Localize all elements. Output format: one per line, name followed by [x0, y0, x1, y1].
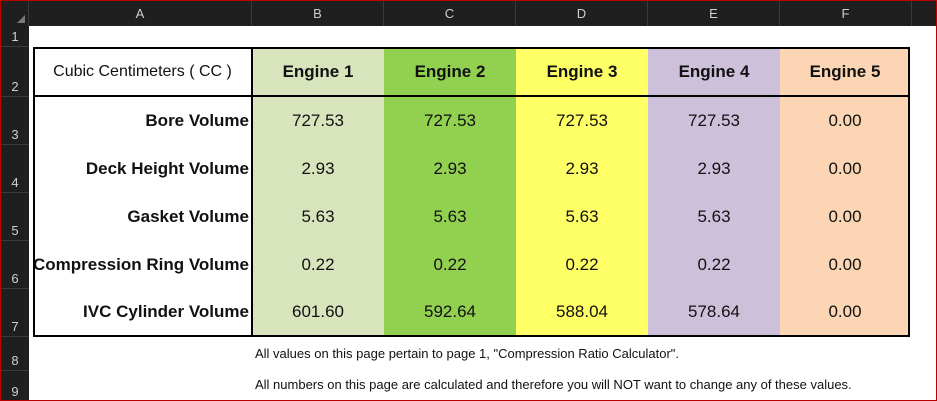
table-cell[interactable]: 727.53 — [424, 111, 476, 130]
table-cell[interactable]: 5.63 — [433, 207, 467, 226]
table-cell[interactable]: 588.04 — [556, 302, 608, 321]
table-cell[interactable]: 5.63 — [697, 207, 731, 226]
column-header-e[interactable]: E — [648, 1, 780, 26]
note-calculated-warning[interactable]: All numbers on this page are calculated … — [255, 377, 852, 392]
row-label-bore-volume[interactable]: Bore Volume — [145, 111, 249, 130]
row-label-gasket-volume[interactable]: Gasket Volume — [127, 207, 249, 226]
table-cell[interactable]: 2.93 — [301, 159, 335, 178]
row-label-ivc-cylinder-volume[interactable]: IVC Cylinder Volume — [83, 302, 249, 321]
column-header-d[interactable]: D — [516, 1, 648, 26]
row-header-3[interactable]: 3 — [1, 97, 29, 145]
column-header-c[interactable]: C — [384, 1, 516, 26]
row-header-7[interactable]: 7 — [1, 289, 29, 337]
note-page-reference[interactable]: All values on this page pertain to page … — [255, 346, 680, 361]
label-column-divider — [251, 47, 253, 337]
table-cell[interactable]: 727.53 — [292, 111, 344, 130]
row-header-1[interactable]: 1 — [1, 26, 29, 47]
row-header-8[interactable]: 8 — [1, 337, 29, 371]
table-cell[interactable]: 2.93 — [697, 159, 731, 178]
table-cell[interactable]: 0.00 — [828, 302, 862, 321]
table-cell[interactable]: 0.00 — [828, 111, 862, 130]
engine-1-header[interactable]: Engine 1 — [282, 62, 354, 81]
table-cell[interactable]: 5.63 — [565, 207, 599, 226]
row-header-6[interactable]: 6 — [1, 241, 29, 289]
row-header-2[interactable]: 2 — [1, 47, 29, 97]
table-cell[interactable]: 0.22 — [697, 255, 731, 274]
table-cell[interactable]: 601.60 — [292, 302, 344, 321]
engine-4-header[interactable]: Engine 4 — [678, 62, 750, 81]
row-label-deck-height-volume[interactable]: Deck Height Volume — [85, 159, 249, 178]
header-divider — [33, 95, 910, 97]
table-cell[interactable]: 0.00 — [828, 159, 862, 178]
table-cell[interactable]: 0.22 — [301, 255, 335, 274]
table-cell[interactable]: 5.63 — [301, 207, 335, 226]
table-cell[interactable]: 727.53 — [556, 111, 608, 130]
units-label[interactable]: Cubic Centimeters ( CC ) — [53, 63, 232, 80]
column-header-f[interactable]: F — [780, 1, 912, 26]
column-header-g[interactable] — [912, 1, 936, 26]
engine-2-header[interactable]: Engine 2 — [414, 62, 486, 81]
row-header-9[interactable]: 9 — [1, 371, 29, 400]
table-cell[interactable]: 578.64 — [688, 302, 740, 321]
row-label-compression-ring-volume[interactable]: Compression Ring Volume — [33, 255, 249, 274]
column-header-b[interactable]: B — [252, 1, 384, 26]
table-cell[interactable]: 0.00 — [828, 255, 862, 274]
table-cell[interactable]: 0.22 — [433, 255, 467, 274]
row-header-4[interactable]: 4 — [1, 145, 29, 193]
row-header-5[interactable]: 5 — [1, 193, 29, 241]
column-header-a[interactable]: A — [29, 1, 252, 26]
engine-5-header[interactable]: Engine 5 — [809, 62, 881, 81]
table-cell[interactable]: 0.22 — [565, 255, 599, 274]
select-all-corner[interactable] — [1, 1, 29, 26]
table-cell[interactable]: 592.64 — [424, 302, 476, 321]
table-cell[interactable]: 727.53 — [688, 111, 740, 130]
table-cell[interactable]: 2.93 — [565, 159, 599, 178]
table-cell[interactable]: 2.93 — [433, 159, 467, 178]
engine-3-header[interactable]: Engine 3 — [546, 62, 618, 81]
table-cell[interactable]: 0.00 — [828, 207, 862, 226]
